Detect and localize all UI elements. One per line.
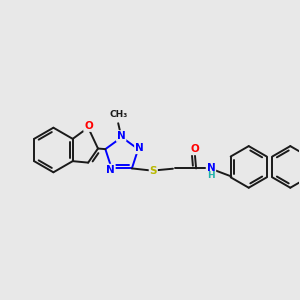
Text: N: N — [106, 165, 115, 175]
Text: N: N — [117, 131, 125, 141]
Text: S: S — [149, 166, 157, 176]
Text: N: N — [207, 163, 215, 173]
Text: CH₃: CH₃ — [109, 110, 127, 119]
Text: H: H — [207, 171, 215, 180]
Text: O: O — [190, 144, 199, 154]
Text: N: N — [135, 143, 144, 153]
Text: O: O — [84, 121, 93, 131]
